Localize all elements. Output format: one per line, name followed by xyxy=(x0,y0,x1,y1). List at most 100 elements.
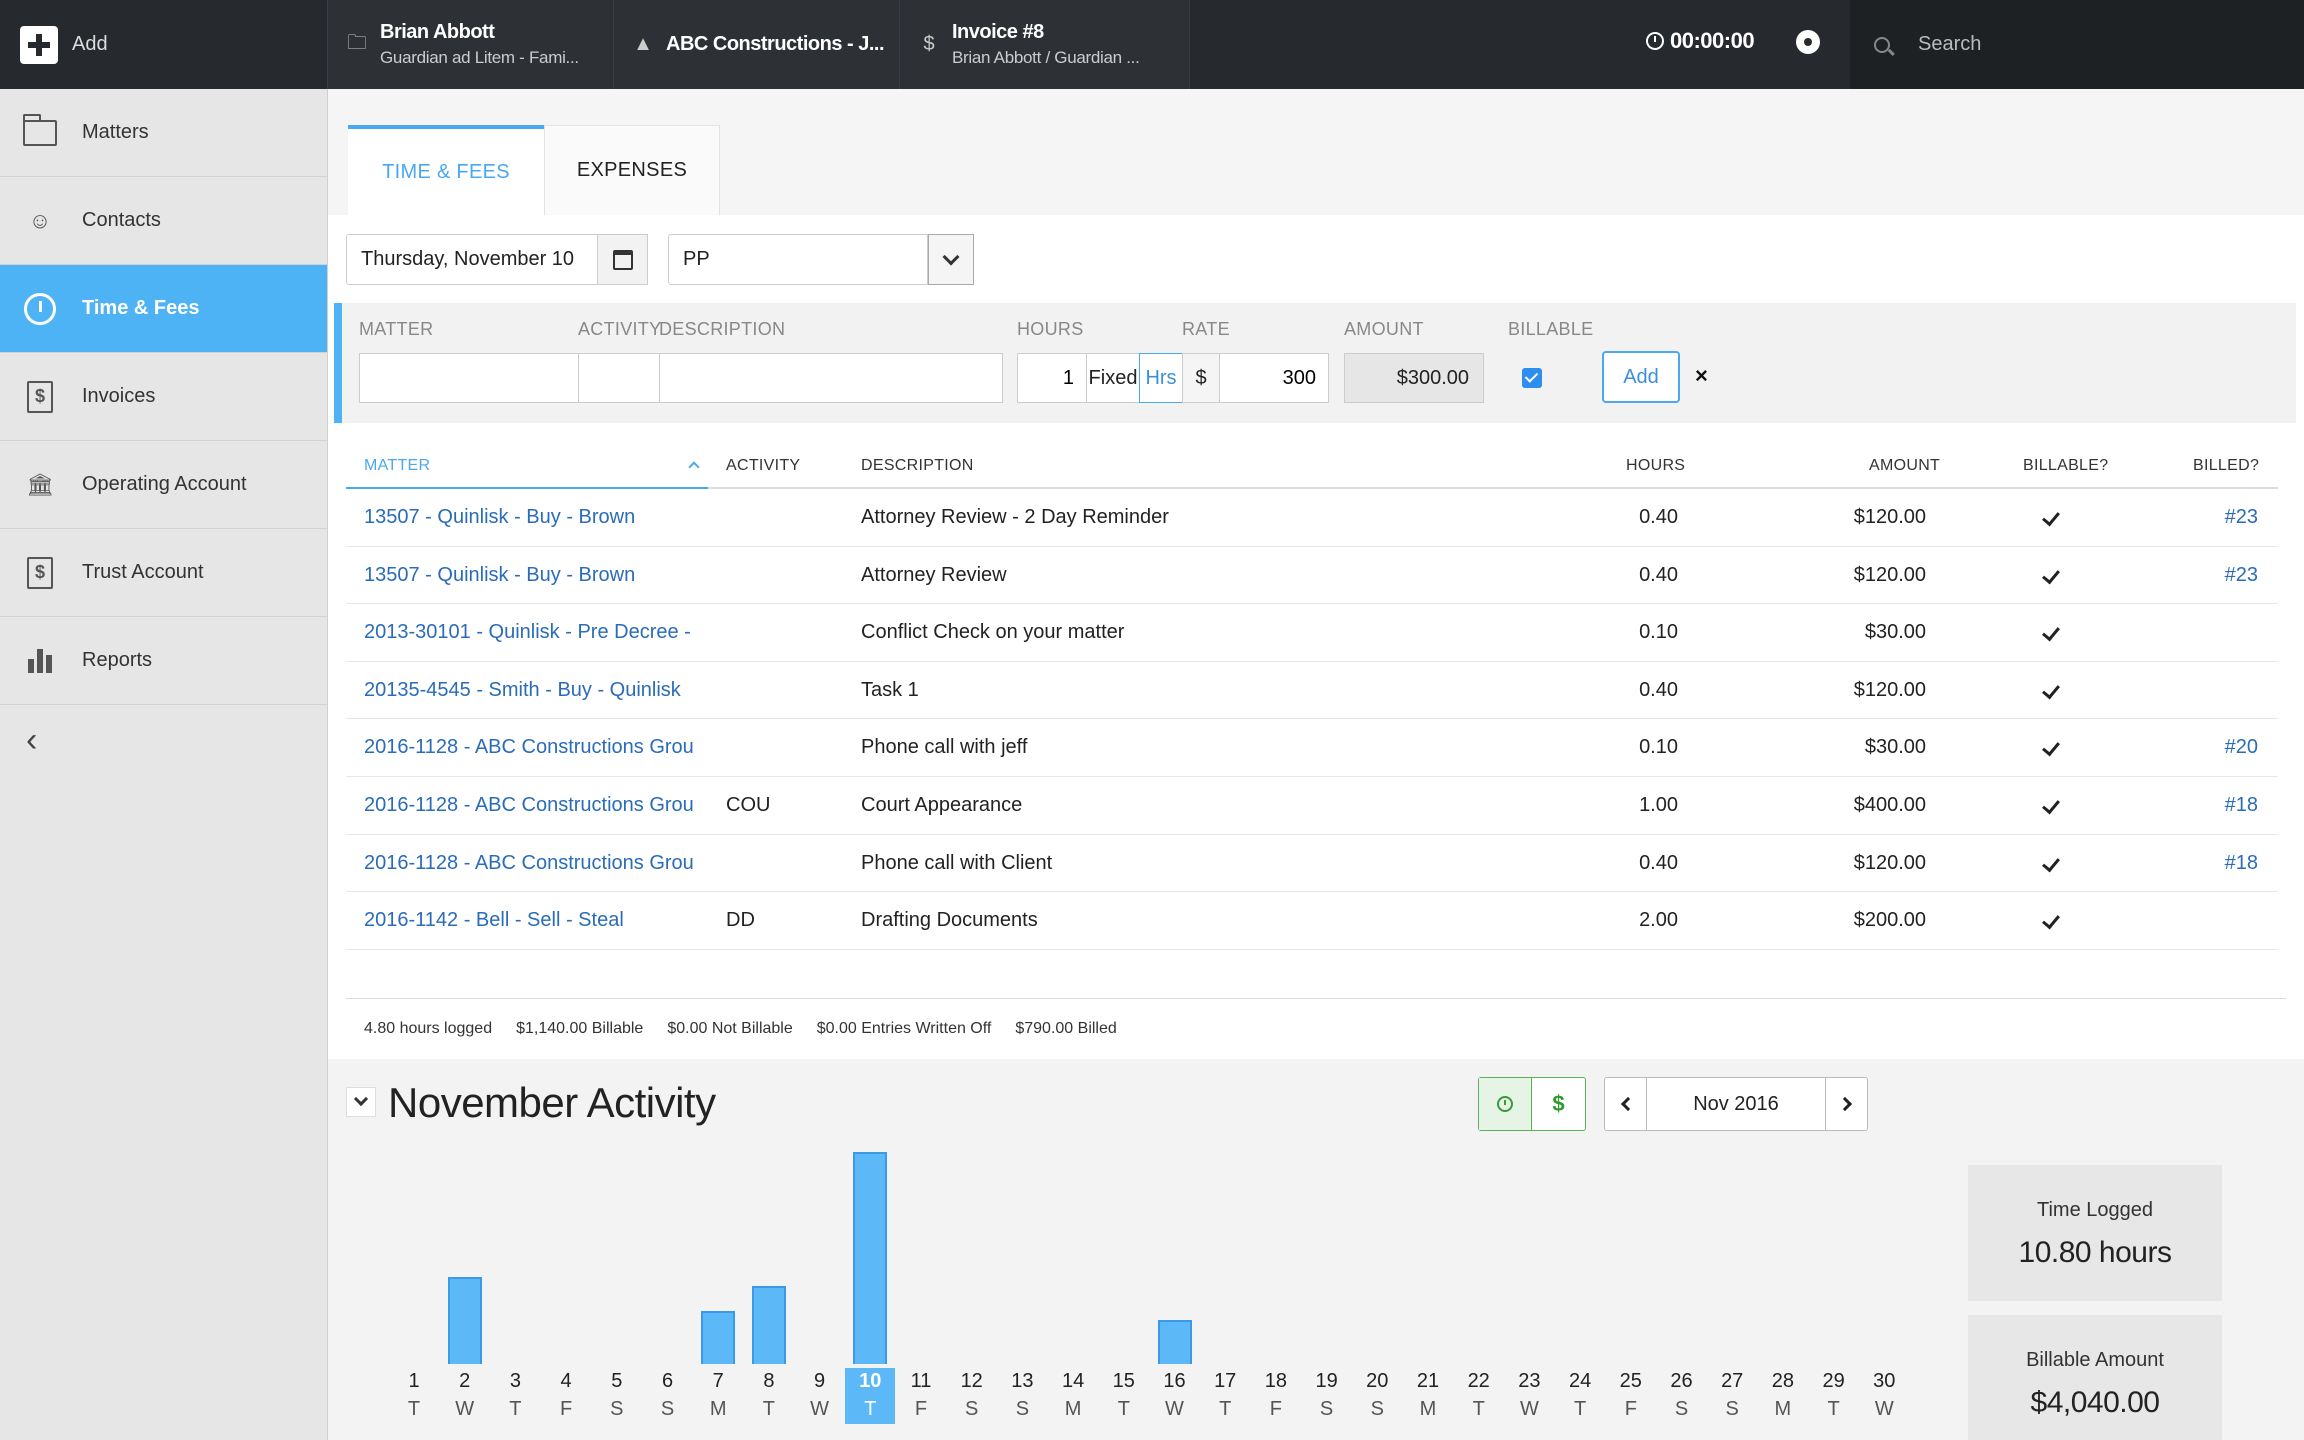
matter-link[interactable]: 20135-4545 - Smith - Buy - Quinlisk xyxy=(364,678,681,701)
matter-link[interactable]: 2016-1128 - ABC Constructions Grou xyxy=(364,851,694,874)
sidebar-item-trust-account[interactable]: $ Trust Account xyxy=(0,529,327,617)
calendar-button[interactable] xyxy=(598,234,648,285)
user-select-toggle[interactable] xyxy=(928,234,974,285)
chart-bar-day-2[interactable] xyxy=(447,1276,482,1364)
day-number-label[interactable]: 9 xyxy=(814,1370,826,1392)
day-number-label[interactable]: 2 xyxy=(459,1370,471,1392)
matter-link[interactable]: 2016-1142 - Bell - Sell - Steal xyxy=(364,909,624,932)
day-number-label[interactable]: 1 xyxy=(408,1370,420,1392)
day-number-label[interactable]: 7 xyxy=(712,1370,724,1392)
billed-invoice-link[interactable]: #18 xyxy=(2224,851,2258,874)
matter-link[interactable]: 13507 - Quinlisk - Buy - Brown xyxy=(364,506,636,528)
table-row[interactable]: 20135-4545 - Smith - Buy - Quinlisk Task … xyxy=(346,662,2278,720)
fixed-toggle[interactable]: Fixed xyxy=(1086,353,1140,403)
sidebar-item-reports[interactable]: Reports xyxy=(0,617,327,705)
table-row[interactable]: 2013-30101 - Quinlisk - Pre Decree - Conf… xyxy=(346,604,2278,662)
day-number-label[interactable]: 30 xyxy=(1873,1370,1896,1392)
matter-link[interactable]: 2013-30101 - Quinlisk - Pre Decree - xyxy=(364,621,691,644)
day-number-label[interactable]: 14 xyxy=(1061,1370,1085,1392)
table-row[interactable]: 2016-1128 - ABC Constructions Grou Phone … xyxy=(346,719,2278,777)
day-number-label[interactable]: 26 xyxy=(1670,1370,1693,1392)
billable-checkbox[interactable] xyxy=(1522,368,1542,388)
day-number-label[interactable]: 22 xyxy=(1467,1370,1490,1392)
hrs-toggle[interactable]: Hrs xyxy=(1139,353,1183,403)
day-number-label[interactable]: 10 xyxy=(859,1370,882,1392)
day-number-label[interactable]: 13 xyxy=(1011,1370,1034,1392)
day-number-label[interactable]: 23 xyxy=(1518,1370,1541,1392)
tab-expenses[interactable]: EXPENSES xyxy=(544,125,720,215)
gear-icon[interactable] xyxy=(1796,30,1820,54)
sidebar-item-matters[interactable]: Matters xyxy=(0,89,327,177)
sidebar-item-operating-account[interactable]: 🏛 Operating Account xyxy=(0,441,327,529)
weekday-label: S xyxy=(965,1398,979,1420)
collapse-sidebar-button[interactable]: ‹ xyxy=(0,705,327,775)
day-number-label[interactable]: 21 xyxy=(1416,1370,1440,1392)
day-number-label[interactable]: 25 xyxy=(1619,1370,1642,1392)
matter-link[interactable]: 2016-1128 - ABC Constructions Grou xyxy=(364,794,694,816)
day-number-label[interactable]: 18 xyxy=(1264,1370,1288,1392)
recent-tab-matter[interactable]: 🗀 Brian Abbott Guardian ad Litem - Fami.… xyxy=(328,0,614,89)
col-header-hours[interactable]: HOURS xyxy=(1626,457,1686,474)
next-month-button[interactable] xyxy=(1825,1078,1867,1130)
table-row[interactable]: 2016-1128 - ABC Constructions Grou Phone … xyxy=(346,835,2278,893)
sidebar-item-contacts[interactable]: ☺ Contacts xyxy=(0,177,327,265)
day-number-label[interactable]: 8 xyxy=(763,1370,775,1392)
recent-tab-invoice[interactable]: $ Invoice #8 Brian Abbott / Guardian ... xyxy=(900,0,1190,89)
day-number-label[interactable]: 24 xyxy=(1568,1370,1592,1392)
chart-bar-day-10[interactable] xyxy=(853,1151,888,1364)
tab-time-fees[interactable]: TIME & FEES xyxy=(348,125,544,215)
weekday-label: W xyxy=(455,1398,475,1420)
col-header-activity[interactable]: ACTIVITY xyxy=(726,457,801,474)
hours-input[interactable] xyxy=(1017,353,1087,403)
day-number-label[interactable]: 20 xyxy=(1366,1370,1389,1392)
user-select[interactable]: PP xyxy=(668,234,928,285)
time-metric-button[interactable] xyxy=(1479,1078,1533,1130)
billed-invoice-link[interactable]: #20 xyxy=(2224,736,2258,759)
day-number-label[interactable]: 29 xyxy=(1822,1370,1845,1392)
close-icon[interactable]: × xyxy=(1695,363,1708,388)
timer[interactable]: 00:00:00 xyxy=(1646,28,1755,54)
chart-bar-day-8[interactable] xyxy=(751,1285,786,1364)
sidebar-item-time-fees[interactable]: Time & Fees xyxy=(0,265,327,353)
day-number-label[interactable]: 17 xyxy=(1214,1370,1237,1392)
table-row[interactable]: 2016-1128 - ABC Constructions Grou COU Cou… xyxy=(346,777,2278,835)
matter-link[interactable]: 2016-1128 - ABC Constructions Grou xyxy=(364,736,694,759)
day-number-label[interactable]: 5 xyxy=(611,1370,623,1392)
description-input[interactable] xyxy=(659,353,1003,403)
day-number-label[interactable]: 3 xyxy=(509,1370,521,1392)
day-number-label[interactable]: 11 xyxy=(910,1370,932,1392)
day-number-label[interactable]: 4 xyxy=(560,1370,572,1392)
billed-invoice-link[interactable]: #23 xyxy=(2224,563,2258,586)
day-number-label[interactable]: 12 xyxy=(960,1370,983,1392)
matter-link[interactable]: 13507 - Quinlisk - Buy - Brown xyxy=(364,563,636,586)
prev-month-button[interactable] xyxy=(1605,1078,1647,1130)
collapse-activity-button[interactable] xyxy=(346,1087,376,1117)
col-header-description[interactable]: DESCRIPTION xyxy=(861,457,974,474)
day-number-label[interactable]: 27 xyxy=(1721,1370,1744,1392)
rate-input[interactable] xyxy=(1219,353,1329,403)
add-entry-button[interactable]: Add xyxy=(1602,351,1680,403)
col-header-amount[interactable]: AMOUNT xyxy=(1869,457,1941,474)
chart-bar-day-16[interactable] xyxy=(1157,1320,1192,1364)
day-number-label[interactable]: 28 xyxy=(1771,1370,1795,1392)
chart-bar-day-7[interactable] xyxy=(701,1310,736,1364)
day-number-label[interactable]: 19 xyxy=(1315,1370,1338,1392)
billed-invoice-link[interactable]: #23 xyxy=(2224,506,2258,528)
day-number-label[interactable]: 16 xyxy=(1163,1370,1186,1392)
col-header-matter[interactable]: MATTER xyxy=(364,457,431,474)
recent-tab-contact[interactable]: ▲ ABC Constructions - J... xyxy=(614,0,900,89)
col-header-billed[interactable]: BILLED? xyxy=(2193,457,2260,474)
table-row[interactable]: 2016-1142 - Bell - Sell - Steal DD Draftin… xyxy=(346,892,2278,950)
table-row[interactable]: 13507 - Quinlisk - Buy - Brown Attorney R… xyxy=(346,489,2278,547)
day-number-label[interactable]: 6 xyxy=(661,1370,674,1392)
date-field[interactable]: Thursday, November 10 xyxy=(346,234,598,285)
amount-metric-button[interactable]: $ xyxy=(1532,1078,1585,1130)
sidebar-item-invoices[interactable]: $ Invoices xyxy=(0,353,327,441)
add-button[interactable]: Add xyxy=(0,0,328,89)
day-number-label[interactable]: 15 xyxy=(1112,1370,1135,1392)
col-header-billable[interactable]: BILLABLE? xyxy=(2023,457,2109,474)
search-input[interactable] xyxy=(1918,33,2218,56)
top-bar: Add 🗀 Brian Abbott Guardian ad Litem - F… xyxy=(0,0,2304,89)
table-row[interactable]: 13507 - Quinlisk - Buy - Brown Attorney R… xyxy=(346,547,2278,605)
billed-invoice-link[interactable]: #18 xyxy=(2224,794,2258,816)
